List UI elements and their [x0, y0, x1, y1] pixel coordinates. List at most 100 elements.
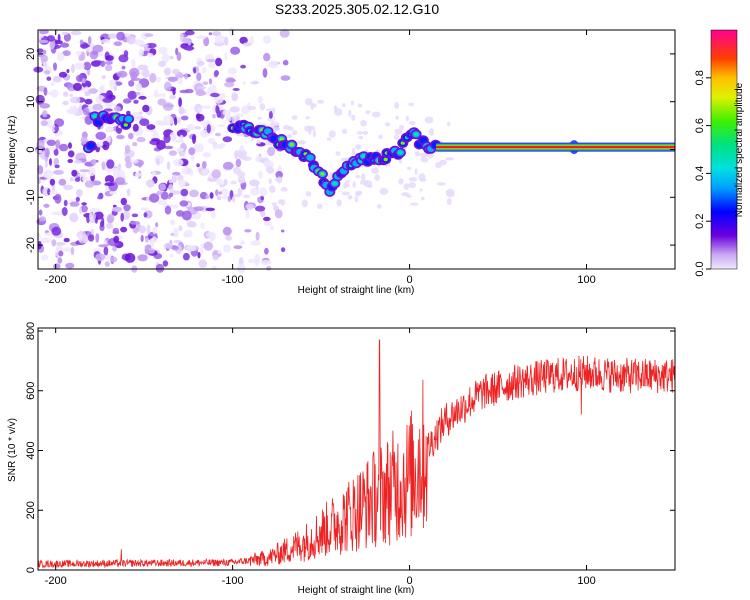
spectrogram-noise-blob: [70, 30, 82, 36]
spectrogram-noise-blob: [374, 174, 381, 181]
spectrogram-noise-blob: [163, 145, 174, 150]
spectrogram-noise-blob: [118, 54, 129, 63]
spectrogram-noise-blob: [341, 103, 346, 108]
spectrogram-noise-blob: [112, 206, 123, 213]
spectrogram-noise-blob: [292, 129, 298, 136]
spectrogram-noise-blob: [355, 190, 363, 195]
spectrogram-noise-blob: [156, 190, 163, 196]
spectrogram-noise-blob: [176, 52, 182, 61]
spectrogram-noise-blob: [76, 74, 84, 83]
spectrogram-noise-blob: [250, 240, 261, 246]
spectrogram-noise-blob: [67, 150, 75, 158]
spectrogram-noise-blob: [112, 246, 117, 252]
spectrogram-ridge-core: [306, 154, 315, 161]
spectrogram-noise-blob: [236, 263, 246, 274]
spectrogram-noise-blob: [124, 144, 131, 154]
spectrogram-noise-blob: [215, 189, 219, 197]
spectrogram-noise-blob: [54, 193, 62, 204]
spectrogram-noise-blob: [266, 265, 272, 271]
spectrogram-noise-blob: [247, 258, 257, 264]
spectrogram-noise-blob: [105, 64, 113, 72]
spectrogram-noise-blob: [212, 265, 217, 271]
spectrogram-noise-blob: [39, 103, 51, 109]
spectrogram-noise-blob: [183, 46, 195, 51]
spectrogram-noise-blob: [266, 166, 275, 174]
spectrogram-noise-blob: [242, 42, 252, 47]
spectrogram-ridge-peak: [289, 142, 294, 147]
spectrogram-noise-blob: [79, 169, 90, 173]
spectrogram-noise-blob: [43, 203, 50, 208]
y-tick-label: 0: [25, 567, 37, 573]
spectrogram-noise-blob: [69, 212, 79, 223]
spectrogram-noise-blob: [54, 164, 60, 169]
spectrogram-noise-blob: [57, 33, 61, 43]
spectrogram-noise-blob: [93, 60, 103, 64]
spectrogram-noise-blob: [146, 224, 151, 235]
spectrogram-noise-blob: [247, 105, 257, 111]
spectrogram-noise-blob: [184, 73, 188, 80]
spectrogram-noise-blob: [177, 116, 181, 124]
spectrogram-noise-blob: [280, 247, 286, 253]
spectrogram-noise-blob: [112, 167, 120, 178]
spectrogram-noise-blob: [400, 192, 410, 197]
y-tick-label: 400: [25, 441, 37, 459]
spectrogram-ridge-core: [124, 115, 133, 123]
spectrogram-noise-blob: [173, 158, 184, 167]
spectrogram-noise-blob: [178, 106, 185, 115]
spectrogram-noise-blob: [43, 87, 48, 96]
spectrogram-noise-blob: [224, 36, 229, 46]
spectrogram-noise-blob: [243, 194, 251, 199]
spectrogram-noise-blob: [63, 91, 69, 97]
spectrogram-noise-blob: [384, 122, 391, 127]
spectrogram-noise-blob: [154, 89, 159, 99]
snr-x-ticks: -200 -100 0 100: [45, 328, 596, 587]
spectrogram-noise-blob: [106, 159, 115, 169]
spectrogram-ridge-peak: [320, 172, 325, 176]
spectrogram-ridge-peak: [332, 181, 337, 186]
spectrogram-noise-blob: [147, 53, 154, 58]
spectrogram-noise-blob: [248, 179, 260, 187]
spectrogram-noise-blob: [445, 188, 455, 196]
spectrogram-noise-blob: [128, 80, 135, 87]
figure-title: S233.2025.305.02.12.G10: [275, 1, 439, 17]
spectrogram-noise-blob: [146, 42, 157, 49]
spectrogram-noise-blob: [89, 212, 93, 221]
spectrogram-noise-blob: [218, 191, 222, 195]
spectrogram-noise-blob: [208, 32, 213, 36]
spectrogram-noise-blob: [124, 156, 131, 163]
spectrogram-noise-blob: [446, 121, 451, 127]
spectrogram-noise-blob: [157, 98, 167, 106]
spectrogram-noise-blob: [155, 222, 159, 228]
spectrogram-noise-blob: [301, 199, 308, 208]
spectrogram-noise-blob: [189, 189, 199, 198]
spectrogram-noise-blob: [51, 239, 57, 247]
spectrogram-noise-blob: [335, 151, 341, 157]
spectrogram-noise-blob: [78, 104, 82, 114]
spectrogram-noise-blob: [260, 210, 266, 217]
spectrogram-noise-blob: [122, 98, 132, 104]
spectrogram-noise-blob: [263, 216, 271, 222]
spectrogram-noise-blob: [271, 202, 278, 207]
spectrogram-noise-blob: [173, 117, 178, 126]
spectrogram-noise-blob: [146, 179, 155, 188]
spectrogram-noise-blob: [178, 178, 186, 188]
spectrogram-noise-blob: [138, 48, 144, 57]
spectrogram-ridge-peak: [398, 150, 403, 155]
spectrogram-noise-blob: [211, 169, 221, 179]
spectrogram-noise-blob: [46, 76, 52, 81]
spectrogram-noise-blob: [136, 136, 146, 143]
spectrogram-noise-blob: [137, 254, 148, 262]
spectrogram-noise-blob: [60, 42, 70, 48]
spectrogram-noise-blob: [61, 31, 69, 36]
spectrogram-noise-blob: [245, 210, 250, 219]
spectrogram-noise-blob: [87, 36, 92, 45]
spectrogram-noise-blob: [193, 143, 204, 153]
spectrogram-noise-blob: [414, 168, 418, 176]
spectrogram-noise-blob: [68, 142, 72, 149]
spectrogram-noise-blob: [152, 226, 157, 235]
spectrogram-noise-blob: [49, 190, 59, 195]
spectrogram-noise-blob: [44, 161, 48, 168]
spectrogram-noise-blob: [96, 141, 104, 148]
spectrogram-noise-blob: [249, 35, 254, 45]
spectrogram-noise-blob: [255, 231, 260, 241]
